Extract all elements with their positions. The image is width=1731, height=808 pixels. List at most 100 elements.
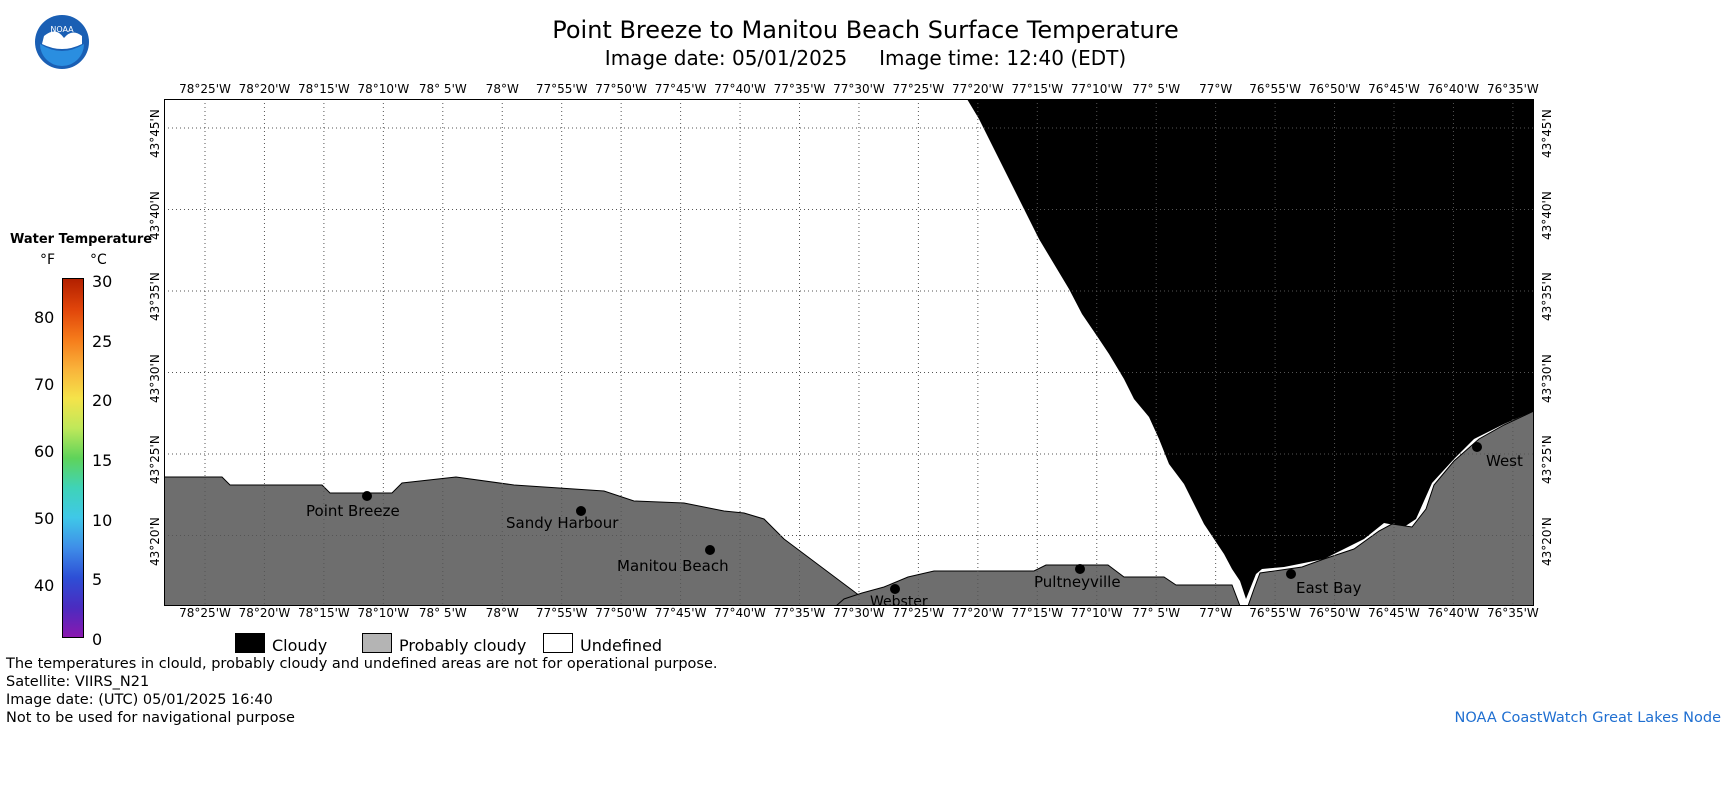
colorbar-c-tick: 10 [92,510,113,530]
latitude-label: 43°25'N [1540,435,1554,484]
longitude-label: 77°45'W [654,82,707,96]
longitude-label: 78°25'W [179,82,231,96]
longitude-label: 77°15'W [1011,82,1064,96]
pultneyville-label: Pultneyville [1034,573,1121,591]
point-breeze-label: Point Breeze [306,502,400,520]
longitude-label: 77°50'W [595,82,647,96]
longitude-label: 78°25'W [179,606,231,620]
longitude-label: 78°W [485,82,519,96]
longitude-label: 77°30'W [833,606,885,620]
colorbar-f-tick: 50 [34,509,55,528]
longitude-label: 78°20'W [238,606,291,620]
probably-cloudy-label: Probably cloudy [399,636,527,655]
image-date: Image date: 05/01/2025 [604,46,848,70]
cloudy-label: Cloudy [272,636,328,655]
noaa-logo-icon: NOAA [34,14,90,70]
longitude-label: 77°45'W [654,606,707,620]
longitude-label: 77°35'W [773,82,826,96]
map-subtitle: Image date: 05/01/2025 Image time: 12:40… [0,46,1731,70]
longitude-label: 76°40'W [1427,82,1480,96]
longitude-label: 77° 5'W [1132,82,1181,96]
longitude-label: 77°50'W [595,606,647,620]
cloud-region [967,99,1534,599]
land-west [164,476,877,606]
longitude-label: 77°25'W [892,606,945,620]
latitude-label: 43°45'N [148,109,162,158]
logo-text: NOAA [50,25,74,34]
longitude-label: 77°15'W [1011,606,1064,620]
colorbar-f-tick: 70 [34,375,55,394]
longitude-label: 76°50'W [1308,606,1361,620]
latitude-label: 43°20'N [148,516,162,566]
undefined-swatch [543,633,573,653]
satellite-note: Satellite: VIIRS_N21 [6,674,150,690]
colorbar-c-tick: 15 [92,451,113,470]
image-time: Image time: 12:40 (EDT) [879,46,1127,70]
latitude-label: 43°20'N [1540,516,1554,566]
longitude-label: 77°55'W [535,82,588,96]
map-panel [164,99,1534,606]
pultneyville-marker [1075,564,1085,574]
point-breeze-marker [362,491,372,501]
cloudy-swatch [235,633,265,653]
longitude-label: 78°10'W [357,82,410,96]
longitude-label: 76°45'W [1368,606,1420,620]
longitude-label: 78°20'W [238,82,291,96]
land-middle [835,564,1241,606]
colorbar-c-tick: 25 [92,331,113,351]
colorbar [62,278,84,638]
map-title: Point Breeze to Manitou Beach Surface Te… [552,16,1179,44]
longitude-label: 78° 5'W [418,82,467,96]
longitude-label: 78°15'W [298,606,350,620]
latitude-label: 43°25'N [148,435,162,484]
colorbar-f-tick: 60 [34,442,55,461]
west-label: West [1486,452,1523,470]
colorbar-c-tick: 5 [92,570,103,590]
longitude-label: 77°20'W [951,606,1004,620]
longitude-label: 77°W [1199,606,1233,620]
longitude-label: 77°10'W [1070,82,1123,96]
longitude-label: 76°40'W [1427,606,1480,620]
longitude-label: 77°30'W [833,82,885,96]
longitude-label: 76°35'W [1487,606,1539,620]
colorbar-title: Water Temperature [10,232,153,247]
longitude-label: 77°W [1199,82,1233,96]
longitude-label: 78° 5'W [418,606,467,620]
credit-link[interactable]: NOAA CoastWatch Great Lakes Node [1454,710,1721,726]
probably-cloudy-swatch [362,633,392,653]
longitude-label: 77°20'W [951,82,1004,96]
utc-date-note: Image date: (UTC) 05/01/2025 16:40 [6,692,273,708]
longitude-label: 76°55'W [1249,82,1301,96]
graticule [164,99,1534,606]
webster-label: Webster [870,594,928,606]
manitou-beach-label: Manitou Beach [617,557,729,575]
longitude-label: 76°35'W [1487,82,1539,96]
east-bay-label: East Bay [1296,579,1362,597]
sandy-harbour-label: Sandy Harbour [506,514,619,532]
east-bay-marker [1286,569,1296,579]
navigation-note: Not to be used for navigational purpose [6,710,295,726]
colorbar-c-tick: 20 [92,391,113,411]
longitude-label: 76°50'W [1308,82,1361,96]
webster-marker [890,584,900,594]
longitude-label: 77° 5'W [1132,606,1181,620]
longitude-label: 77°40'W [714,606,766,620]
colorbar-c-tick: 30 [92,272,113,291]
colorbar-c-tick: 0 [92,630,103,649]
longitude-label: 77°40'W [714,82,766,96]
disclaimer-note: The temperatures in clould, probably clo… [6,656,718,672]
longitude-label: 77°55'W [535,606,588,620]
map-border [164,99,1534,606]
longitude-label: 78°W [485,606,519,620]
longitude-label: 76°55'W [1249,606,1301,620]
latitude-label: 43°35'N [1540,272,1554,321]
unit-f: °F [40,252,56,268]
latitude-label: 43°30'N [148,353,162,403]
longitude-label: 78°10'W [357,606,410,620]
longitude-label: 77°35'W [773,606,826,620]
longitude-label: 77°10'W [1070,606,1123,620]
west-marker [1472,442,1482,452]
manitou-beach-marker [705,545,715,555]
undefined-label: Undefined [580,636,663,655]
latitude-label: 43°40'N [1540,190,1554,240]
